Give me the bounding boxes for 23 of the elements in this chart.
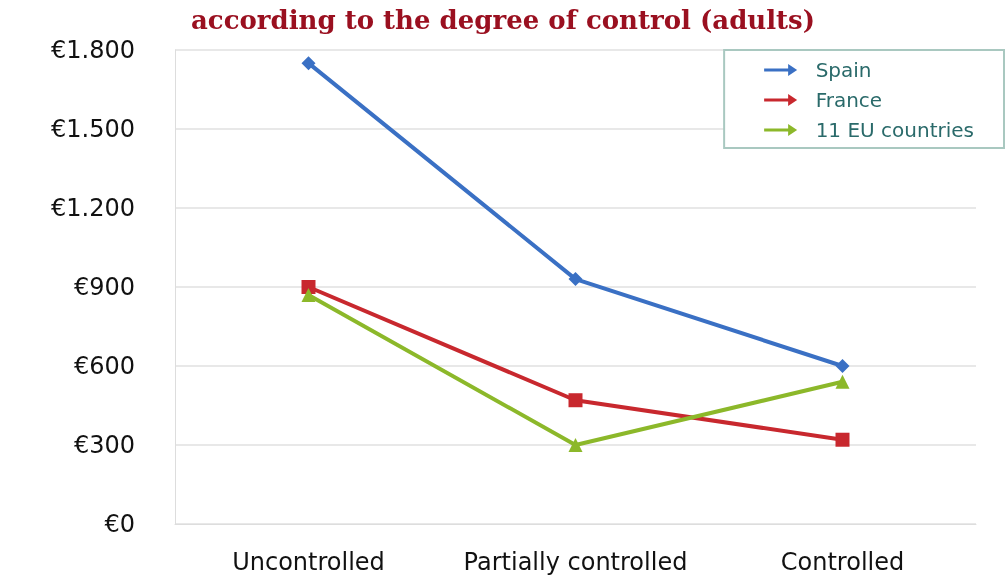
- legend-label: France: [815, 88, 883, 112]
- point: [835, 432, 850, 447]
- chart-title: according to the degree of control (adults): [190, 5, 816, 35]
- x-tick-label: Controlled: [780, 548, 905, 576]
- x-tick-label: Partially controlled: [463, 548, 688, 576]
- y-tick-label: €1.500: [51, 115, 135, 143]
- y-tick-label: €900: [73, 273, 135, 301]
- point: [301, 280, 316, 294]
- point: [835, 374, 850, 389]
- legend-label: Spain: [815, 58, 872, 82]
- point: [568, 393, 583, 408]
- point: [301, 56, 316, 71]
- legend-label: 11 EU countries: [815, 118, 975, 142]
- y-tick-label: €600: [73, 352, 135, 380]
- y-tick-label: €1.200: [51, 194, 135, 222]
- y-tick-label: €0: [104, 510, 135, 538]
- point: [568, 438, 583, 452]
- x-tick-label: Uncontrolled: [232, 548, 385, 576]
- point: [568, 272, 583, 287]
- y-tick-label: €1.800: [51, 36, 135, 64]
- y-tick-label: €300: [73, 431, 135, 459]
- point: [835, 359, 850, 373]
- point: [301, 287, 316, 302]
